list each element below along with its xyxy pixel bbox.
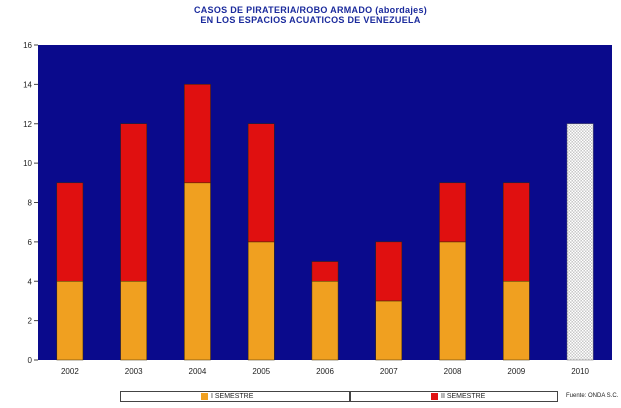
x-tick-label: 2009	[507, 367, 525, 376]
legend-series-2: II SEMESTRE	[350, 391, 558, 402]
bar-2002-series-1	[56, 281, 84, 361]
x-tick-label: 2003	[125, 367, 143, 376]
bar-2003-series-2	[120, 123, 147, 282]
bar-2007-series-2	[375, 241, 403, 302]
y-tick-label: 2	[28, 317, 33, 326]
legend-label-2: II SEMESTRE	[441, 393, 486, 400]
y-tick-label: 8	[28, 199, 33, 208]
bar-2008-series-2	[439, 182, 466, 243]
x-axis: 2002 2003 2004 2005 2006 2007 2008 2009 2010	[61, 367, 590, 376]
chart-title: CASOS DE PIRATERIA/ROBO ARMADO (abordaje…	[193, 5, 428, 15]
bar-2010-projected	[566, 123, 594, 361]
chart-subtitle: EN LOS ESPACIOS ACUATICOS DE VENEZUELA	[200, 15, 421, 25]
bar-2003-series-1	[120, 281, 147, 361]
y-tick-label: 14	[23, 80, 32, 89]
y-axis: 0 2 4 6 8 10 12 14 16	[23, 41, 38, 365]
y-tick-label: 16	[23, 41, 32, 50]
source-note: Fuente: ONDA S.C.	[566, 393, 619, 399]
x-tick-label: 2006	[316, 367, 334, 376]
y-tick-label: 0	[28, 356, 33, 365]
bar-2007-series-1	[375, 300, 403, 361]
legend-label-1: I SEMESTRE	[211, 393, 254, 400]
x-tick-label: 2005	[252, 367, 270, 376]
x-tick-label: 2010	[571, 367, 589, 376]
bar-2002-series-2	[56, 182, 84, 282]
bar-2004-series-2	[184, 84, 211, 184]
legend-swatch-2	[431, 393, 438, 400]
bars	[56, 84, 594, 361]
bar-2005-series-1	[247, 241, 275, 361]
bar-2009-series-2	[503, 182, 530, 282]
x-tick-label: 2008	[444, 367, 462, 376]
bar-2004-series-1	[184, 182, 211, 361]
y-tick-label: 6	[28, 238, 33, 247]
y-tick-label: 4	[28, 277, 33, 286]
bar-2009-series-1	[503, 281, 530, 361]
legend-swatch-1	[201, 393, 208, 400]
bar-2005-series-2	[247, 123, 275, 243]
x-tick-label: 2004	[189, 367, 207, 376]
bar-2006-series-2	[311, 261, 339, 282]
bar-2008-series-1	[439, 241, 466, 361]
legend-series-1: I SEMESTRE	[120, 391, 350, 402]
x-tick-label: 2007	[380, 367, 398, 376]
x-tick-label: 2002	[61, 367, 79, 376]
y-tick-label: 12	[23, 120, 32, 129]
bar-2006-series-1	[311, 281, 339, 361]
y-tick-label: 10	[23, 159, 32, 168]
